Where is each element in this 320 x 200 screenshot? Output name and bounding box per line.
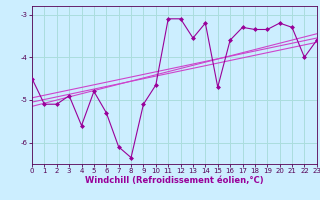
X-axis label: Windchill (Refroidissement éolien,°C): Windchill (Refroidissement éolien,°C) — [85, 176, 264, 185]
